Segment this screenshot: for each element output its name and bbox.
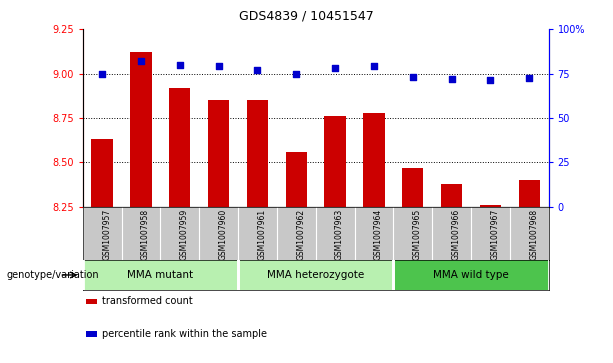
Point bbox=[485, 77, 495, 83]
Text: GSM1007961: GSM1007961 bbox=[257, 208, 267, 260]
Text: genotype/variation: genotype/variation bbox=[6, 270, 99, 280]
Text: GSM1007967: GSM1007967 bbox=[490, 208, 500, 260]
Point bbox=[175, 62, 185, 68]
Bar bbox=[208, 100, 229, 207]
Text: GDS4839 / 10451547: GDS4839 / 10451547 bbox=[239, 9, 374, 22]
Text: GSM1007957: GSM1007957 bbox=[102, 208, 111, 260]
Text: MMA heterozygote: MMA heterozygote bbox=[267, 270, 364, 280]
Bar bbox=[402, 168, 424, 207]
Text: MMA mutant: MMA mutant bbox=[128, 270, 194, 280]
Text: GSM1007962: GSM1007962 bbox=[296, 208, 305, 260]
Bar bbox=[519, 180, 540, 207]
Point bbox=[291, 70, 301, 76]
Text: percentile rank within the sample: percentile rank within the sample bbox=[102, 329, 267, 339]
Bar bbox=[83, 260, 238, 290]
Text: GSM1007960: GSM1007960 bbox=[219, 208, 227, 260]
Bar bbox=[394, 260, 549, 290]
Point bbox=[524, 75, 534, 81]
Bar bbox=[238, 260, 394, 290]
Bar bbox=[441, 184, 462, 207]
Bar bbox=[286, 152, 307, 207]
Bar bbox=[247, 100, 268, 207]
Text: GSM1007963: GSM1007963 bbox=[335, 208, 344, 260]
Text: GSM1007968: GSM1007968 bbox=[529, 208, 538, 260]
Text: transformed count: transformed count bbox=[102, 296, 193, 306]
Bar bbox=[324, 116, 346, 207]
Point bbox=[369, 64, 379, 69]
Text: GSM1007958: GSM1007958 bbox=[141, 208, 150, 260]
Point bbox=[330, 65, 340, 71]
Bar bbox=[169, 88, 191, 207]
Point bbox=[253, 67, 262, 73]
Text: GSM1007959: GSM1007959 bbox=[180, 208, 189, 260]
Text: GSM1007965: GSM1007965 bbox=[413, 208, 422, 260]
Point bbox=[97, 70, 107, 76]
Bar bbox=[131, 52, 151, 207]
Text: GSM1007966: GSM1007966 bbox=[452, 208, 460, 260]
Text: MMA wild type: MMA wild type bbox=[433, 270, 509, 280]
Bar bbox=[480, 205, 501, 207]
Bar bbox=[364, 113, 384, 207]
Text: GSM1007964: GSM1007964 bbox=[374, 208, 383, 260]
Point bbox=[136, 58, 146, 64]
Point bbox=[447, 76, 457, 82]
Point bbox=[408, 74, 417, 80]
Bar bbox=[91, 139, 113, 207]
Point bbox=[214, 62, 224, 68]
